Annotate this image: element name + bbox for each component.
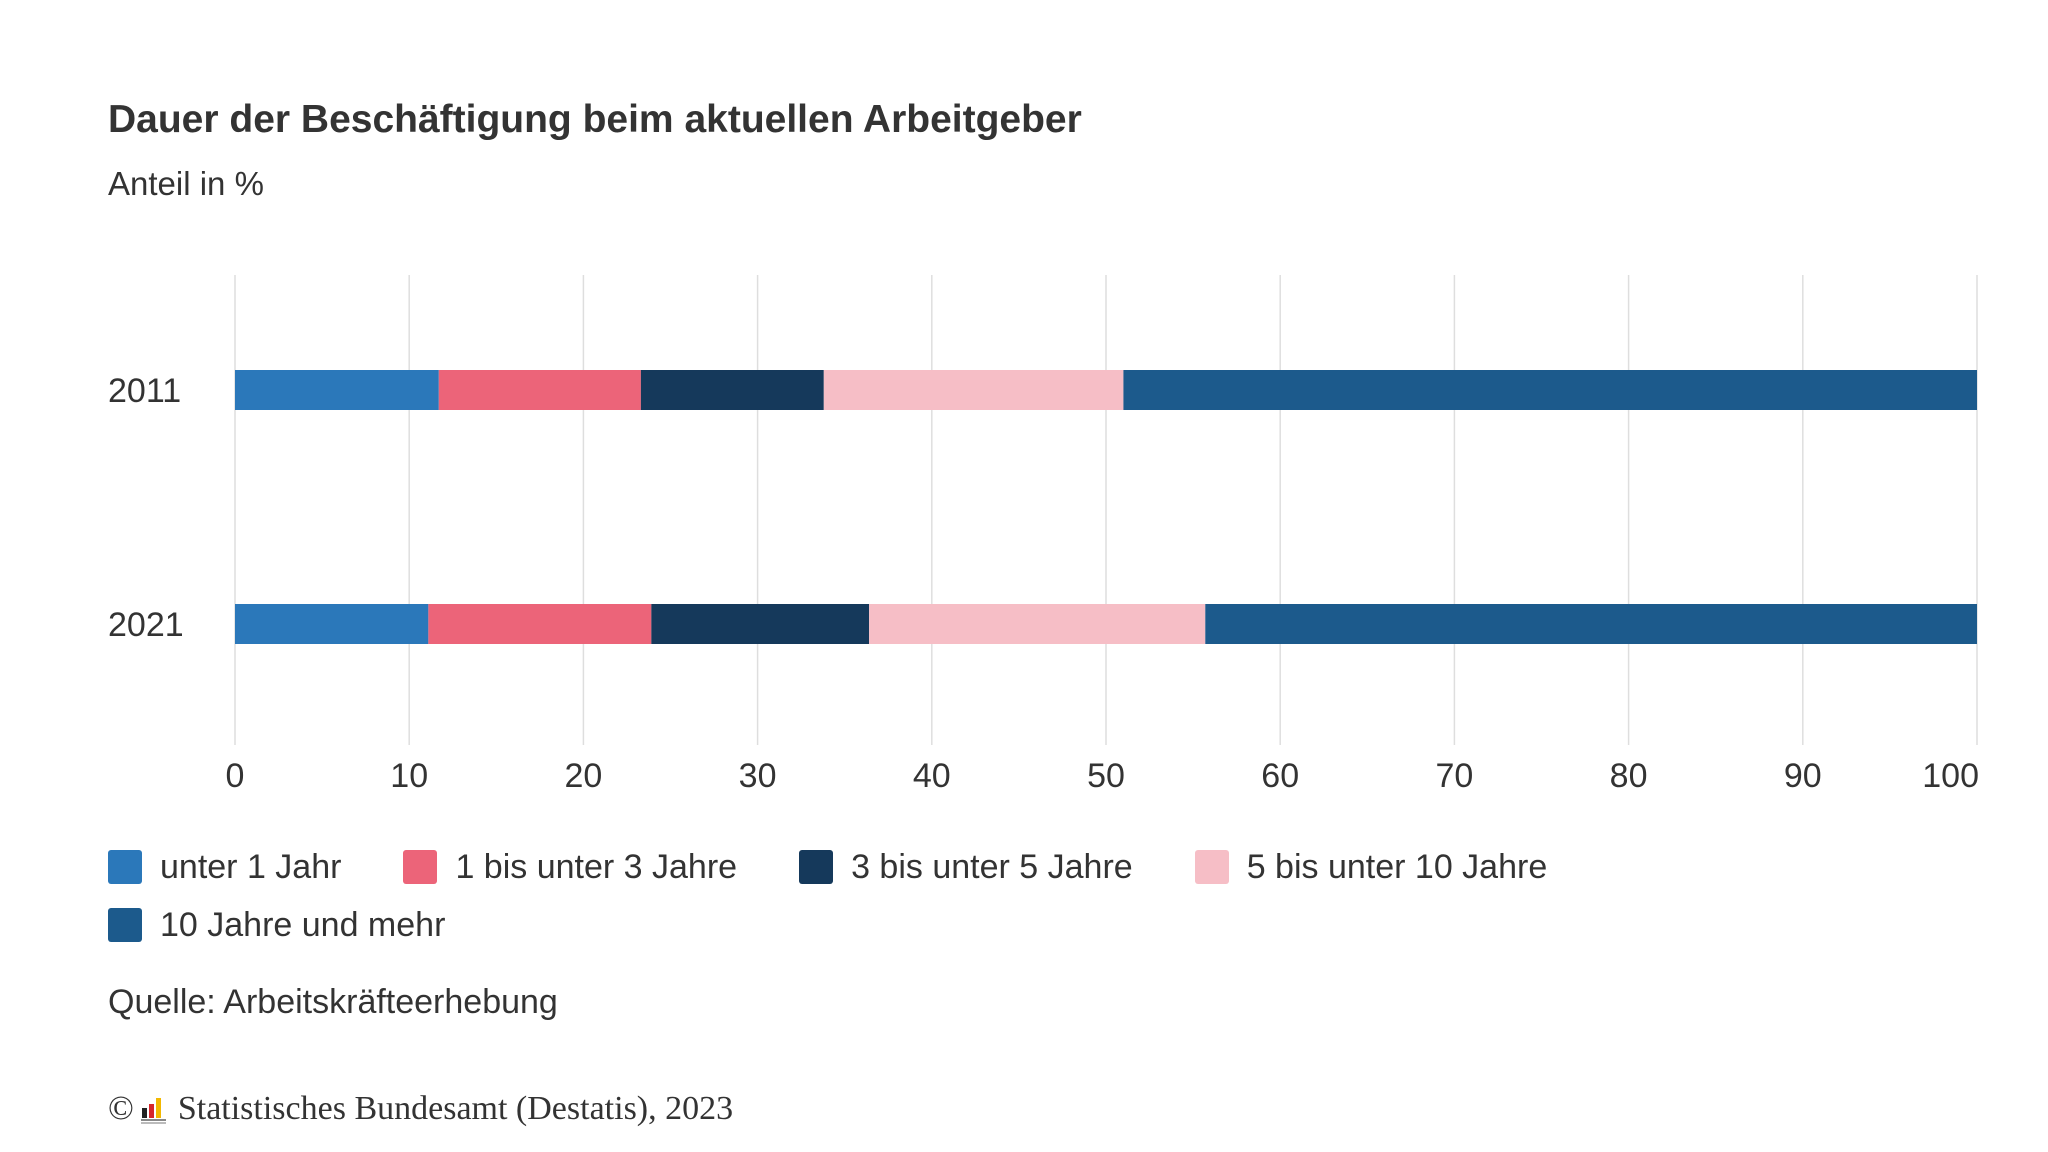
source-note: Quelle: Arbeitskräfteerhebung — [108, 983, 558, 1021]
legend-swatch — [1194, 850, 1229, 884]
destatis-logo-icon — [140, 1098, 166, 1124]
legend-row: unter 1 Jahr 1 bis unter 3 Jahre 3 bis unt… — [108, 838, 2008, 896]
copyright-notice: © Statistisches Bundesamt (Destatis), 20… — [108, 1090, 733, 1128]
x-tick-label: 10 — [390, 757, 428, 795]
bar-segment — [1123, 370, 1977, 410]
x-tick-label: 0 — [226, 757, 245, 795]
legend-item[interactable]: unter 1 Jahr — [108, 848, 341, 887]
legend-label: 1 bis unter 3 Jahre — [455, 847, 738, 886]
bar-segment — [235, 370, 439, 410]
x-tick-label: 70 — [1435, 757, 1473, 795]
legend-label: 10 Jahre und mehr — [160, 905, 446, 944]
legend-swatch — [799, 850, 834, 884]
x-tick-label: 100 — [1922, 757, 1979, 795]
chart-title: Dauer der Beschäftigung beim aktuellen A… — [108, 98, 1082, 141]
bar-segment — [869, 604, 1206, 644]
bar-segment — [235, 604, 429, 644]
x-tick-label: 60 — [1261, 757, 1299, 795]
bar-segment — [651, 604, 870, 644]
copyright-text: Statistisches Bundesamt (Destatis), 2023 — [177, 1090, 734, 1127]
x-tick-label: 20 — [564, 757, 602, 795]
legend-item[interactable]: 1 bis unter 3 Jahre — [403, 848, 737, 887]
stacked-bar-chart: 0 10 20 30 40 50 60 70 80 90 100 2011 2021 — [108, 275, 1979, 795]
x-tick-label: 90 — [1784, 757, 1822, 795]
legend-label: 3 bis unter 5 Jahre — [851, 847, 1133, 886]
legend-row: 10 Jahre und mehr — [108, 896, 2008, 954]
chart-subtitle: Anteil in % — [108, 165, 264, 202]
legend-label: 5 bis unter 10 Jahre — [1246, 847, 1548, 886]
bar-segment — [1205, 604, 1977, 644]
bar-segment — [640, 370, 824, 410]
legend-item[interactable]: 10 Jahre und mehr — [108, 906, 445, 945]
x-tick-label: 50 — [1087, 757, 1125, 795]
legend-swatch — [108, 908, 142, 942]
legend-item[interactable]: 3 bis unter 5 Jahre — [799, 848, 1133, 887]
legend-swatch — [403, 850, 438, 884]
chart-legend: unter 1 Jahr 1 bis unter 3 Jahre 3 bis unt… — [108, 838, 2008, 954]
bar-segment — [428, 604, 652, 644]
x-tick-label: 40 — [913, 757, 951, 795]
copyright-symbol: © — [108, 1090, 134, 1127]
x-tick-label: 30 — [739, 757, 777, 795]
legend-label: unter 1 Jahr — [160, 847, 342, 886]
legend-swatch — [108, 850, 142, 884]
bar-segment — [823, 370, 1124, 410]
x-tick-label: 80 — [1610, 757, 1648, 795]
bar-segment — [438, 370, 641, 410]
legend-item[interactable]: 5 bis unter 10 Jahre — [1194, 847, 1548, 887]
category-label: 2011 — [108, 372, 181, 410]
category-label: 2021 — [108, 606, 184, 644]
